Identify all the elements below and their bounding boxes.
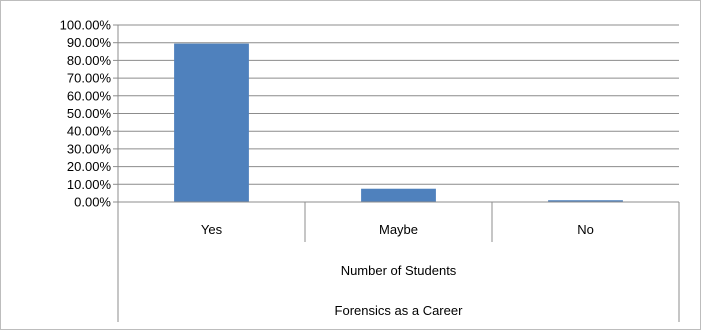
category-label-no: No <box>577 222 594 237</box>
y-tick-label: 100.00% <box>60 18 112 33</box>
bar-yes <box>174 43 249 203</box>
y-tick-label: 30.00% <box>67 141 112 156</box>
y-tick-label: 40.00% <box>67 124 112 139</box>
y-tick-label: 20.00% <box>67 159 112 174</box>
y-tick-label: 90.00% <box>67 35 112 50</box>
y-tick-label: 0.00% <box>74 195 111 210</box>
bar-maybe <box>361 188 436 202</box>
y-tick-label: 50.00% <box>67 106 112 121</box>
category-labels: Yes Maybe No <box>201 222 594 237</box>
category-label-maybe: Maybe <box>379 222 418 237</box>
y-tick-label: 10.00% <box>67 177 112 192</box>
axes <box>117 25 680 322</box>
x-axis-title: Number of Students <box>341 263 457 278</box>
y-tick-label: 60.00% <box>67 88 112 103</box>
y-tick-label: 70.00% <box>67 71 112 86</box>
x-axis-group-title: Forensics as a Career <box>335 303 464 318</box>
y-tick-label: 80.00% <box>67 53 112 68</box>
y-axis-ticks: 0.00% 10.00% 20.00% 30.00% 40.00% 50.00% 60.00… <box>60 18 118 210</box>
bars <box>174 43 623 203</box>
category-label-yes: Yes <box>201 222 223 237</box>
bar-no <box>548 200 623 202</box>
